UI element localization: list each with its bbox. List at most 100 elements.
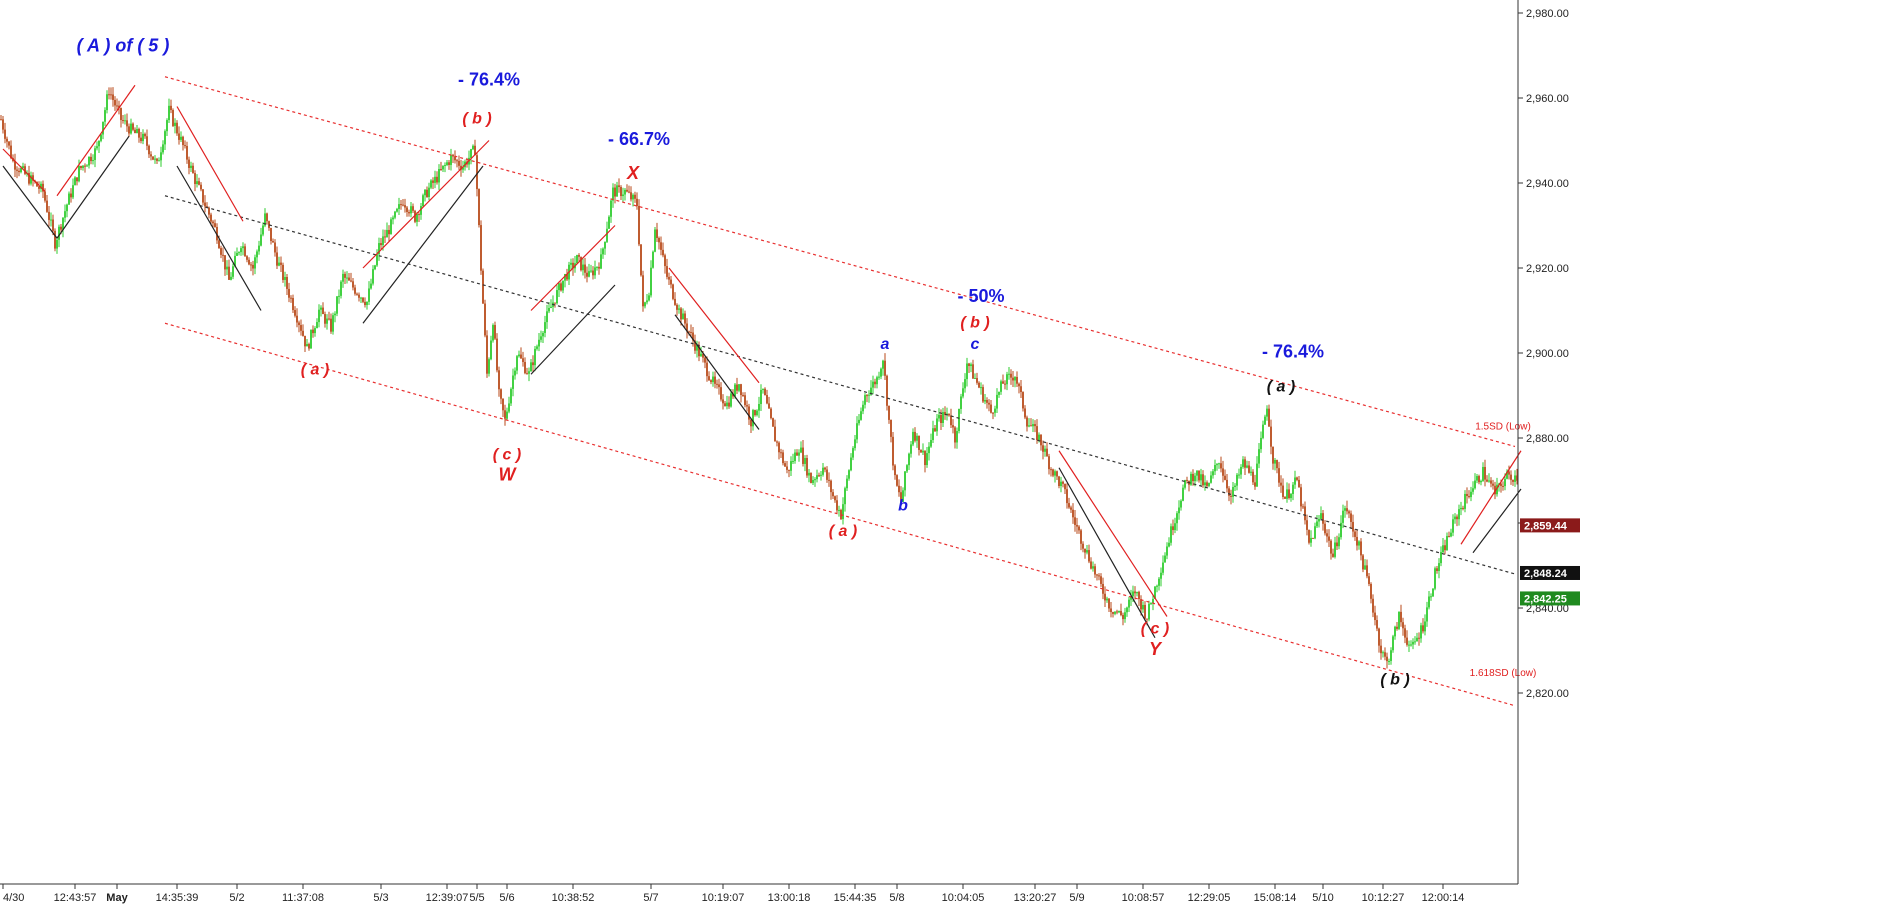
candle-body: [746, 405, 748, 407]
candle-body: [1142, 604, 1144, 610]
candle-body: [714, 376, 716, 384]
candle-body: [1022, 392, 1024, 409]
candle-body: [408, 212, 410, 214]
candle-body: [1162, 562, 1164, 573]
candle-body: [758, 403, 760, 411]
candle-body: [1430, 596, 1432, 598]
candle-body: [1360, 541, 1362, 556]
candle-body: [1120, 610, 1122, 616]
x-tick-label: 10:04:05: [942, 892, 985, 904]
candle-body: [1382, 652, 1384, 654]
candle-body: [1422, 625, 1424, 632]
candle-body: [584, 264, 586, 273]
candle-body: [986, 400, 988, 403]
candle-body: [770, 408, 772, 419]
candle-body: [1412, 641, 1414, 645]
candle-body: [1260, 437, 1262, 450]
candle-body: [94, 148, 96, 160]
candle-body: [1452, 519, 1454, 533]
candle-body: [1242, 459, 1244, 467]
candle-body: [148, 145, 150, 155]
candle-body: [160, 152, 162, 161]
wave-label: ( a ): [1267, 378, 1295, 395]
candle-body: [532, 362, 534, 366]
candle-body: [518, 354, 520, 357]
candle-body: [1474, 480, 1476, 489]
candle-body: [624, 189, 626, 195]
candle-body: [376, 254, 378, 266]
candle-body: [768, 403, 770, 409]
candle-body: [260, 234, 262, 246]
candle-body: [54, 230, 56, 249]
candle-body: [1300, 487, 1302, 507]
candle-body: [364, 301, 366, 306]
candle-body: [1350, 513, 1352, 522]
candle-body: [1372, 598, 1374, 613]
candle-body: [1054, 471, 1056, 476]
candle-body: [1494, 485, 1496, 495]
candle-body: [704, 357, 706, 363]
candle-body: [716, 383, 718, 385]
candle-body: [1164, 555, 1166, 563]
candle-body: [1316, 521, 1318, 527]
candle-body: [626, 189, 628, 192]
candle-body: [58, 226, 60, 240]
candle-body: [144, 133, 146, 137]
candle-body: [1356, 536, 1358, 546]
candle-body: [496, 338, 498, 371]
candle-body: [816, 475, 818, 480]
candle-body: [684, 313, 686, 324]
candle-body: [80, 166, 82, 168]
candle-body: [1252, 471, 1254, 483]
candle-body: [850, 457, 852, 471]
trendline: [668, 267, 760, 384]
candle-body: [340, 281, 342, 296]
candle-body: [190, 165, 192, 168]
candle-body: [1486, 479, 1488, 482]
candle-body: [1202, 474, 1204, 486]
candle-body: [482, 270, 484, 304]
candle-body: [1214, 465, 1216, 472]
candle-body: [96, 146, 98, 149]
candle-body: [1048, 456, 1050, 470]
candle-body: [636, 198, 638, 206]
candle-body: [630, 192, 632, 200]
candle-body: [436, 176, 438, 183]
candle-body: [1014, 376, 1016, 381]
candle-body: [1174, 523, 1176, 531]
candle-body: [1066, 489, 1068, 504]
candle-body: [1020, 386, 1022, 393]
trendline: [176, 106, 244, 222]
candle-body: [722, 399, 724, 404]
candle-body: [558, 283, 560, 291]
candle-body: [1170, 526, 1172, 543]
candle-body: [564, 273, 566, 281]
candle-body: [570, 262, 572, 265]
candle-body: [886, 375, 888, 406]
candle-body: [1150, 602, 1152, 604]
candle-body: [872, 381, 874, 388]
candle-body: [438, 169, 440, 183]
candle-body: [1050, 469, 1052, 471]
candle-body: [1036, 426, 1038, 440]
candle-body: [1176, 513, 1178, 524]
wave-label: - 76.4%: [458, 69, 520, 89]
candle-body: [414, 210, 416, 222]
candle-body: [694, 340, 696, 351]
candle-body: [1292, 484, 1294, 495]
candle-body: [1276, 460, 1278, 469]
candle-body: [178, 133, 180, 140]
candle-body: [660, 242, 662, 250]
candle-body: [1420, 625, 1422, 639]
candle-body: [818, 475, 820, 477]
trendline: [530, 225, 616, 311]
candle-body: [962, 388, 964, 397]
candle-body: [158, 160, 160, 162]
candle-body: [1306, 520, 1308, 530]
candle-body: [832, 492, 834, 497]
candle-body: [948, 413, 950, 416]
candle-body: [1506, 471, 1508, 479]
candle-body: [838, 509, 840, 511]
candle-body: [536, 346, 538, 349]
candle-body: [404, 205, 406, 208]
